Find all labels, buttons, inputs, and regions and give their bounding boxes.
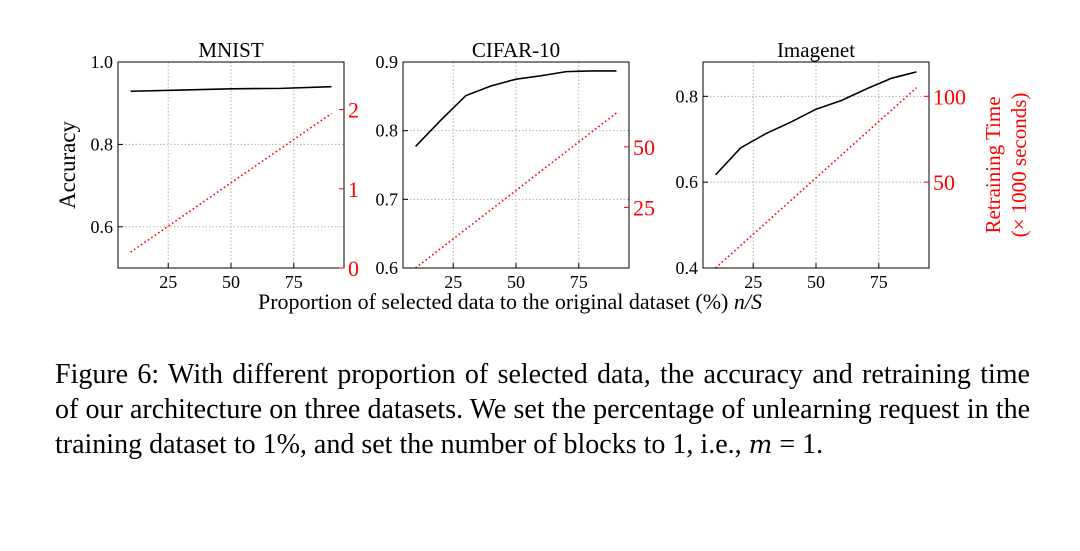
y2-tick-label: 100	[933, 84, 966, 109]
retraining-time-line	[715, 87, 917, 269]
x-tick-label: 50	[507, 272, 525, 292]
x-tick-label: 75	[870, 272, 888, 292]
accuracy-line	[130, 85, 332, 93]
accuracy-line	[414, 70, 617, 148]
chart-panel-3: 25 50 75 0.4 0.6 0.8 50 100 Imagenet	[676, 38, 967, 292]
chart-title: MNIST	[198, 38, 264, 62]
y-tick-label: 0.4	[676, 258, 699, 278]
y2-tick-label: 25	[633, 195, 655, 220]
y-tick-label: 0.8	[91, 134, 114, 154]
right-y-axis-label-line2: (× 1000 seconds)	[1007, 93, 1031, 238]
y-tick-label: 0.6	[676, 172, 699, 192]
x-tick-label: 25	[159, 272, 177, 292]
figure-caption: Figure 6: With different proportion of s…	[55, 357, 1030, 462]
caption-end: .	[816, 429, 824, 460]
y-tick-label: 0.6	[376, 258, 399, 278]
x-tick-label: 25	[744, 272, 762, 292]
accuracy-line	[714, 71, 917, 176]
retraining-time-line	[415, 112, 617, 269]
chart-panel-2: 25 50 75 0.6 0.7 0.8 0.9 25 50 CIFAR-10	[376, 38, 656, 292]
y2-tick-label: 2	[348, 98, 359, 123]
y2-tick-label: 50	[633, 135, 655, 160]
right-y-axis-label-line1: Retraining Time	[981, 96, 1005, 233]
x-tick-label: 75	[570, 272, 588, 292]
chart-title: Imagenet	[777, 38, 855, 62]
axes-layer: 25 50 75 0.6 0.8 1.0 0 1 2 MNIST 25 50 75 0.6 0.7 0.8 0.…	[91, 38, 967, 292]
retraining-time-line	[130, 112, 332, 253]
figure-panel: 25 50 75 0.6 0.8 1.0 0 1 2 MNIST 25 50 75 0.6 0.7 0.8 0.…	[55, 38, 1031, 314]
y-tick-label: 0.6	[91, 217, 114, 237]
y-tick-label: 0.8	[676, 86, 699, 106]
x-tick-label: 50	[222, 272, 240, 292]
x-tick-label: 25	[444, 272, 462, 292]
y-tick-label: 0.9	[376, 52, 399, 72]
x-tick-label: 75	[285, 272, 303, 292]
chart-panel-1: 25 50 75 0.6 0.8 1.0 0 1 2 MNIST	[91, 38, 360, 292]
y-tick-label: 0.7	[376, 189, 399, 209]
caption-math-variable: m	[748, 430, 773, 459]
chart-title: CIFAR-10	[472, 38, 560, 62]
x-tick-label: 50	[807, 272, 825, 292]
y2-tick-label: 1	[348, 177, 359, 202]
caption-math-rest: = 1	[772, 429, 817, 460]
y-tick-label: 0.8	[376, 121, 399, 141]
y2-tick-label: 0	[348, 256, 359, 281]
x-axis-label: Proportion of selected data to the origi…	[258, 289, 762, 314]
left-y-axis-label: Accuracy	[55, 120, 80, 209]
caption-text: Figure 6: With different proportion of s…	[55, 359, 1030, 460]
y2-tick-label: 50	[933, 170, 955, 195]
y-tick-label: 1.0	[91, 52, 114, 72]
